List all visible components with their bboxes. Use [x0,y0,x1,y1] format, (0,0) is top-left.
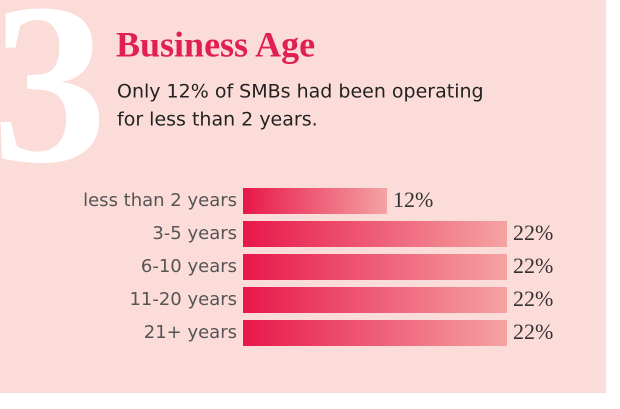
category-label: 21+ years [144,322,237,343]
category-label: 11-20 years [129,289,237,310]
category-label: 6-10 years [141,256,237,277]
bar [243,221,507,247]
value-label: 22% [513,319,553,344]
value-label: 22% [513,253,553,278]
bar [243,320,507,346]
subtitle: for less than 2 years. [117,109,318,131]
value-label: 12% [393,187,433,212]
category-label: less than 2 years [83,190,237,211]
section-number: 3 [0,0,107,211]
value-label: 22% [513,220,553,245]
subtitle: Only 12% of SMBs had been operating [117,81,484,103]
bar [243,287,507,313]
chart-title: Business Age [116,24,315,64]
category-label: 3-5 years [152,223,237,244]
bar [243,188,387,214]
bar [243,254,507,280]
value-label: 22% [513,286,553,311]
